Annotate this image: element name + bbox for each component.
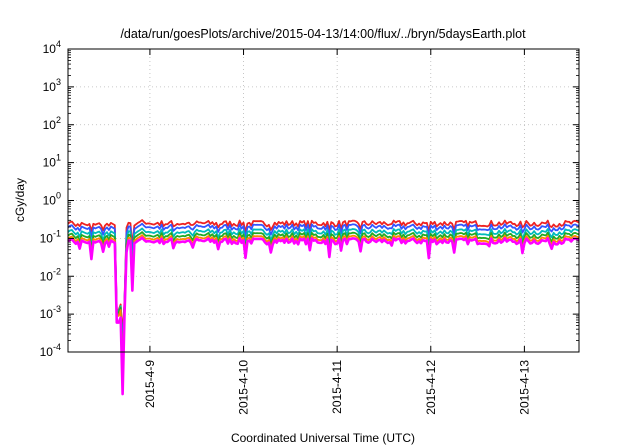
x-tick-label: 2015-4-10 — [237, 360, 251, 415]
y-tick-label: 10-2 — [40, 266, 61, 283]
grid — [68, 49, 579, 352]
series-line — [67, 219, 580, 337]
series-line — [67, 222, 580, 350]
y-tick-label: 104 — [43, 39, 61, 56]
plot-frame — [67, 48, 580, 353]
y-tick-exponent: 1 — [56, 153, 61, 163]
x-axis-label: Coordinated Universal Time (UTC) — [231, 431, 415, 445]
y-tick-exponent: -2 — [53, 266, 61, 276]
y-tick-label: 10-1 — [40, 228, 61, 245]
series-layer — [67, 219, 580, 396]
y-tick-label: 100 — [43, 191, 61, 208]
series-line — [67, 231, 580, 371]
y-tick-exponent: 0 — [56, 191, 61, 201]
y-tick-label: 10-4 — [40, 342, 61, 359]
series-line — [67, 227, 580, 360]
x-tick-label: 2015-4-9 — [143, 360, 157, 408]
y-tick-label: 101 — [43, 153, 61, 170]
series-line — [67, 234, 580, 381]
y-tick-label: 10-3 — [40, 304, 61, 321]
y-tick-label: 103 — [43, 77, 61, 94]
y-tick-exponent: 4 — [56, 39, 61, 49]
chart-title: /data/run/goesPlots/archive/2015-04-13/1… — [120, 27, 526, 41]
y-tick-label: 102 — [43, 115, 61, 132]
y-tick-exponent: 3 — [56, 77, 61, 87]
x-tick-label: 2015-4-11 — [330, 360, 344, 414]
series-line — [67, 236, 580, 396]
x-tick-label: 2015-4-13 — [517, 360, 531, 415]
y-tick-exponent: -4 — [53, 342, 61, 352]
x-tick-label: 2015-4-12 — [424, 360, 438, 415]
y-tick-exponent: -3 — [53, 304, 61, 314]
y-tick-exponent: -1 — [53, 228, 61, 238]
y-tick-exponent: 2 — [56, 115, 61, 125]
y-axis-label: cGy/day — [13, 178, 27, 222]
